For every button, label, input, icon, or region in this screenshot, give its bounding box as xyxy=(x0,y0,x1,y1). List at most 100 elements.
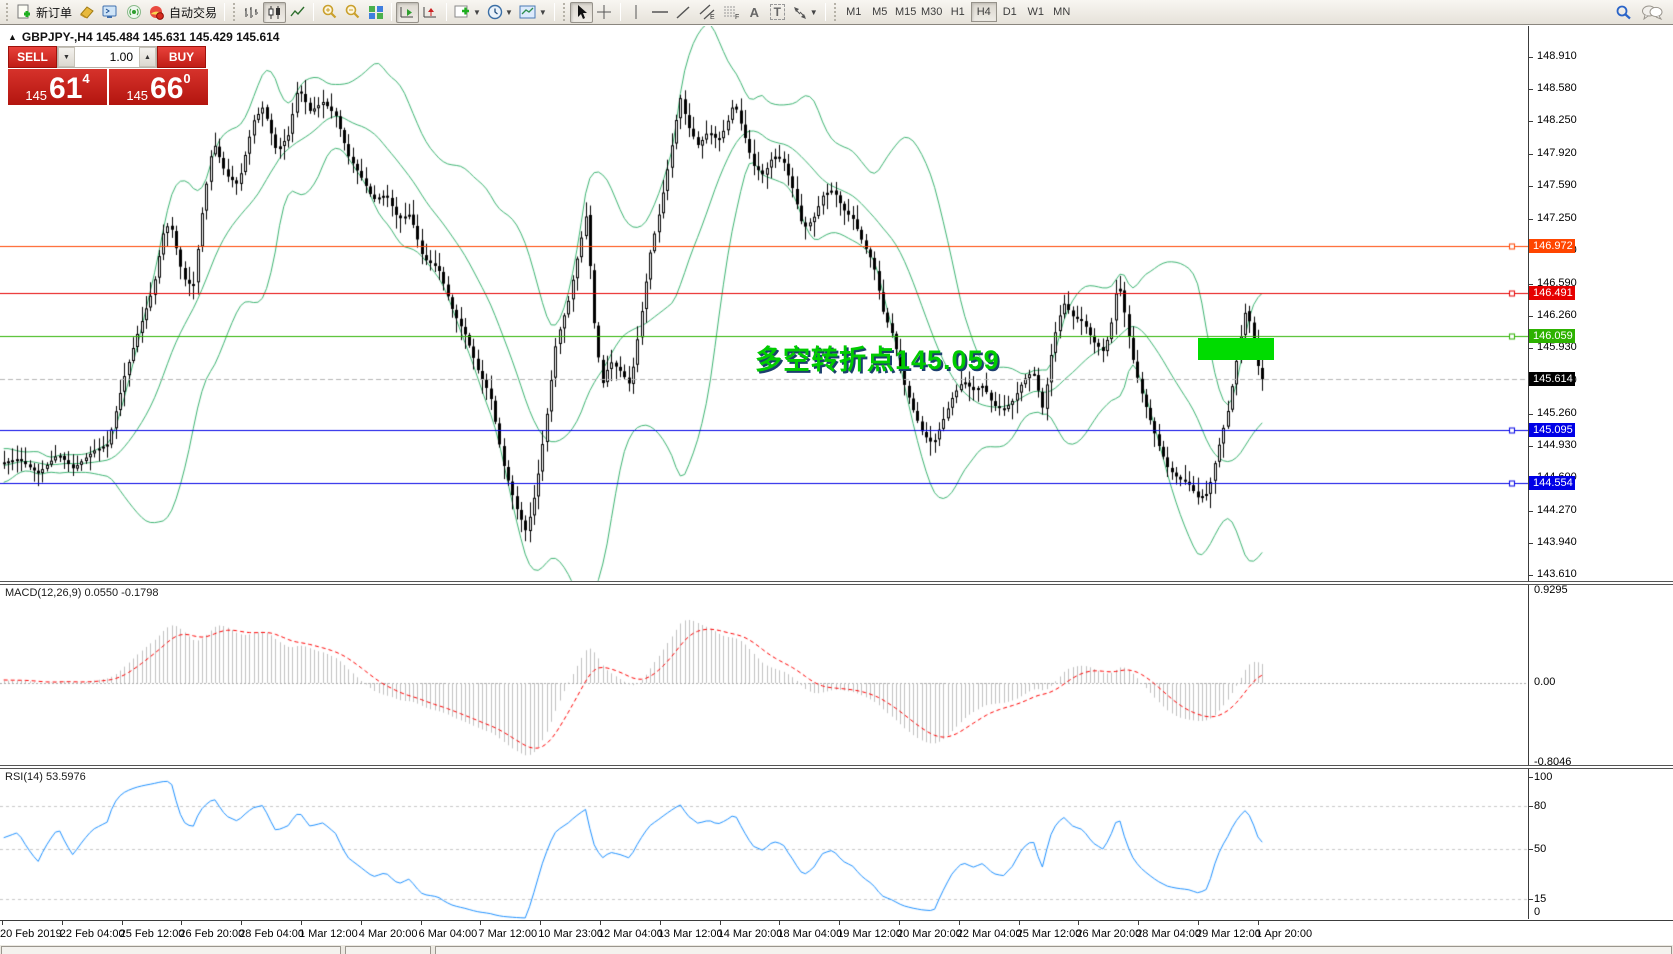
price-tick xyxy=(1528,153,1533,155)
cursor-button[interactable] xyxy=(569,1,593,23)
candlestick-button[interactable] xyxy=(263,1,287,23)
timeframe-h1[interactable]: H1 xyxy=(950,6,965,18)
timeframe-w1[interactable]: W1 xyxy=(1027,6,1044,18)
arrows-button[interactable]: ▼ xyxy=(789,2,821,23)
timeframe-m5[interactable]: M5 xyxy=(872,6,888,18)
text-label-button[interactable]: T xyxy=(766,2,789,23)
price-tick-label: 144.270 xyxy=(1537,503,1577,516)
sell-button[interactable]: SELL xyxy=(8,46,57,68)
buy-price-button[interactable]: 145 66 0 xyxy=(109,69,208,105)
chevron-down-icon: ▼ xyxy=(809,7,818,17)
timeframe-m1[interactable]: M1 xyxy=(846,6,862,18)
price-tick-label: 144.930 xyxy=(1537,439,1577,452)
time-axis[interactable]: 20 Feb 2019 22 Feb 04:00 25 Feb 12:00 26 Fe… xyxy=(0,920,1673,946)
price-tick xyxy=(1528,510,1533,512)
chat-icon[interactable] xyxy=(1641,4,1663,20)
toolbar-separator xyxy=(391,3,393,21)
zoom-in-button[interactable] xyxy=(318,2,341,23)
templates-button[interactable]: ▼ xyxy=(516,2,550,23)
time-label: 10 Mar 23:00 xyxy=(538,928,604,940)
price-tick-label: 148.910 xyxy=(1537,49,1577,62)
vertical-line-icon xyxy=(630,4,642,20)
price-label-chip: 146.972 xyxy=(1529,239,1575,254)
time-tick xyxy=(1198,921,1199,925)
crosshair-button[interactable] xyxy=(593,2,616,23)
price-tick-label: 147.920 xyxy=(1537,146,1577,159)
tile-windows-icon xyxy=(368,5,384,20)
price-tick xyxy=(1528,316,1533,317)
search-icon[interactable] xyxy=(1615,4,1633,21)
buy-button[interactable]: BUY xyxy=(157,46,206,68)
pane-separator[interactable] xyxy=(0,581,1673,585)
time-label: 28 Feb 04:00 xyxy=(239,928,305,940)
buy-price-sup: 0 xyxy=(183,71,191,86)
symbol-triangle-icon: ▲ xyxy=(8,32,17,42)
rsi-tick xyxy=(1528,899,1533,901)
fibonacci-button[interactable]: F xyxy=(719,2,743,23)
time-tick xyxy=(2,921,3,925)
metaeditor-button[interactable] xyxy=(99,2,122,23)
text-label-icon: T xyxy=(769,4,785,20)
zoom-out-button[interactable] xyxy=(341,2,364,23)
timeframe-h4[interactable]: H4 xyxy=(970,2,997,22)
trendline-icon xyxy=(675,5,691,20)
time-label: 26 Feb 20:00 xyxy=(179,928,245,940)
eraser-button[interactable] xyxy=(75,2,99,23)
volume-increase-button[interactable]: ▲ xyxy=(139,47,156,67)
buy-price-main: 145 xyxy=(126,88,149,103)
metaeditor-icon xyxy=(102,5,119,20)
price-label-chip: 146.491 xyxy=(1529,286,1575,301)
signals-button[interactable] xyxy=(122,2,145,23)
timeframe-d1[interactable]: D1 xyxy=(1002,6,1017,18)
time-tick xyxy=(61,921,63,925)
rsi-tick-label: 50 xyxy=(1534,843,1547,855)
vertical-line-button[interactable] xyxy=(625,2,648,23)
time-tick xyxy=(958,921,960,925)
price-tick-label: 148.580 xyxy=(1537,82,1577,94)
periods-button[interactable]: ▼ xyxy=(484,2,516,23)
price-label-chip: 145.095 xyxy=(1529,422,1575,437)
rsi-tick xyxy=(1528,805,1533,807)
pane-separator[interactable] xyxy=(0,765,1673,769)
price-tick-label: 145.930 xyxy=(1537,341,1577,354)
status-cell xyxy=(345,946,431,954)
new-order-button[interactable]: 新订单 xyxy=(13,2,75,23)
line-chart-button[interactable] xyxy=(286,2,309,23)
rsi-label: RSI(14) 53.5976 xyxy=(5,771,86,783)
horizontal-line-button[interactable] xyxy=(648,2,672,23)
timeframe-mn[interactable]: MN xyxy=(1053,6,1071,18)
toolbar-grip xyxy=(232,3,238,21)
autotrading-button[interactable]: 自动交易 xyxy=(145,2,220,23)
auto-scroll-button[interactable] xyxy=(396,1,420,23)
trendline-button[interactable] xyxy=(672,2,695,23)
time-label: 6 Mar 04:00 xyxy=(418,928,478,940)
timeframe-m30[interactable]: M30 xyxy=(921,6,943,18)
volume-decrease-button[interactable]: ▼ xyxy=(58,47,75,67)
chevron-down-icon: ▼ xyxy=(473,7,481,17)
tile-windows-button[interactable] xyxy=(364,2,387,23)
auto-scroll-icon xyxy=(399,5,416,20)
time-label: 18 Mar 04:00 xyxy=(777,928,843,940)
chart-shift-button[interactable] xyxy=(419,2,442,23)
sell-price-main: 145 xyxy=(25,88,48,103)
zoom-in-icon xyxy=(321,4,338,20)
sell-price-button[interactable]: 145 61 4 xyxy=(8,69,107,105)
equidistant-channel-button[interactable]: E xyxy=(695,2,719,23)
line-chart-icon xyxy=(289,5,306,20)
chart-canvas[interactable] xyxy=(0,26,1528,920)
volume-input[interactable] xyxy=(75,47,139,67)
indicators-button[interactable]: ▼ xyxy=(451,2,484,23)
text-button[interactable]: A xyxy=(743,2,766,23)
price-tick-label: 147.590 xyxy=(1537,178,1577,191)
timeframe-m15[interactable]: M15 xyxy=(895,6,917,18)
time-label: 22 Feb 04:00 xyxy=(59,928,125,940)
time-label: 14 Mar 20:00 xyxy=(717,928,783,940)
bar-chart-button[interactable] xyxy=(240,2,263,23)
new-order-icon xyxy=(16,4,32,20)
highlight-rectangle[interactable] xyxy=(1198,338,1274,360)
price-tick-label: 146.260 xyxy=(1537,309,1577,321)
time-tick xyxy=(779,921,781,925)
periods-icon xyxy=(487,4,503,20)
annotation-text[interactable]: 多空转折点145.059 xyxy=(755,345,1000,375)
time-tick xyxy=(480,921,482,925)
